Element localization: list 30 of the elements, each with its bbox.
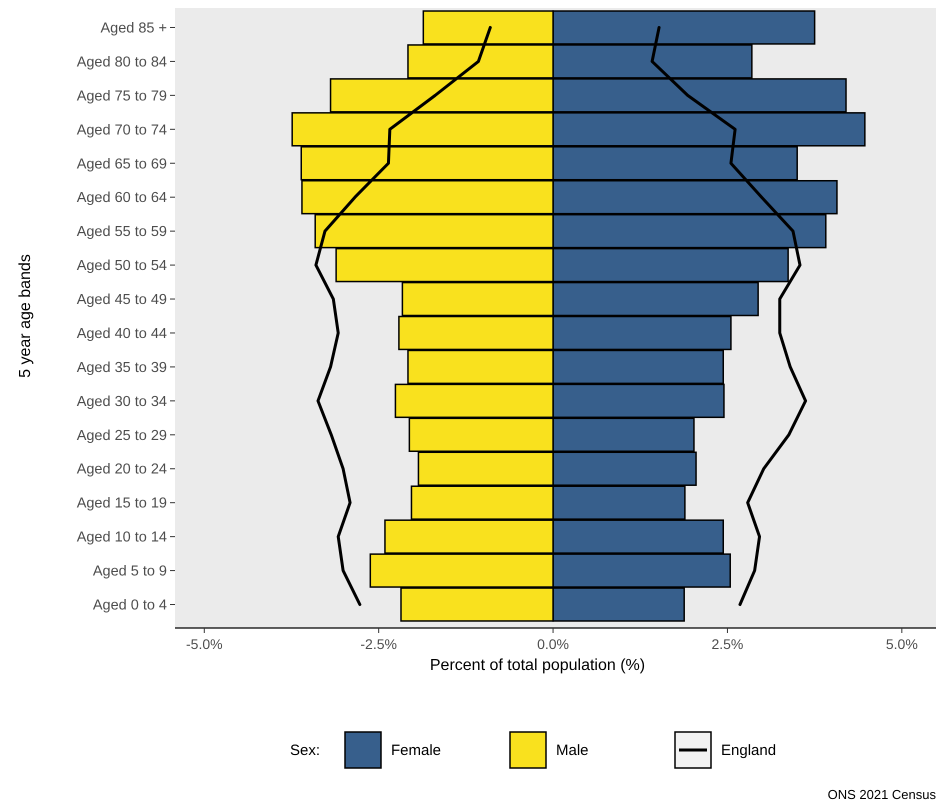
legend-label: England [721, 742, 776, 759]
x-tick-label: -2.5% [360, 636, 397, 652]
y-tick-label: Aged 40 to 44 [76, 326, 167, 342]
y-tick-label: Aged 30 to 34 [76, 394, 167, 410]
y-tick-label: Aged 65 to 69 [76, 156, 167, 172]
y-tick-label: Aged 35 to 39 [76, 360, 167, 376]
y-tick-label: Aged 20 to 24 [76, 462, 167, 478]
y-tick-label: Aged 5 to 9 [92, 564, 167, 580]
y-axis-title: 5 year age bands [17, 254, 34, 378]
text: ONS 2021 Census [828, 787, 936, 802]
legend-label: Male [556, 742, 589, 759]
y-tick-label: Aged 80 to 84 [76, 54, 167, 70]
y-tick-label: Aged 85 + [100, 20, 167, 36]
legend-title: Sex: [290, 742, 320, 759]
y-tick-label: Aged 45 to 49 [76, 292, 167, 308]
y-tick-label: Aged 70 to 74 [76, 122, 167, 138]
y-tick-label: Aged 10 to 14 [76, 530, 167, 546]
legend-label: Female [391, 742, 442, 759]
y-tick-label: Aged 15 to 19 [76, 496, 167, 512]
y-tick-label: Aged 55 to 59 [76, 224, 167, 240]
x-tick-label: 0.0% [537, 636, 570, 652]
y-tick-label: Aged 25 to 29 [76, 428, 167, 444]
y-tick-label: Aged 60 to 64 [76, 190, 167, 206]
x-tick-label: 2.5% [711, 636, 744, 652]
x-axis-title: Percent of total population (%) [430, 657, 646, 674]
y-tick-label: Aged 50 to 54 [76, 258, 167, 274]
y-tick-label: Aged 75 to 79 [76, 88, 167, 104]
x-tick-label: -5.0% [186, 636, 223, 652]
y-tick-label: Aged 0 to 4 [92, 598, 167, 614]
x-tick-label: 5.0% [886, 636, 918, 652]
